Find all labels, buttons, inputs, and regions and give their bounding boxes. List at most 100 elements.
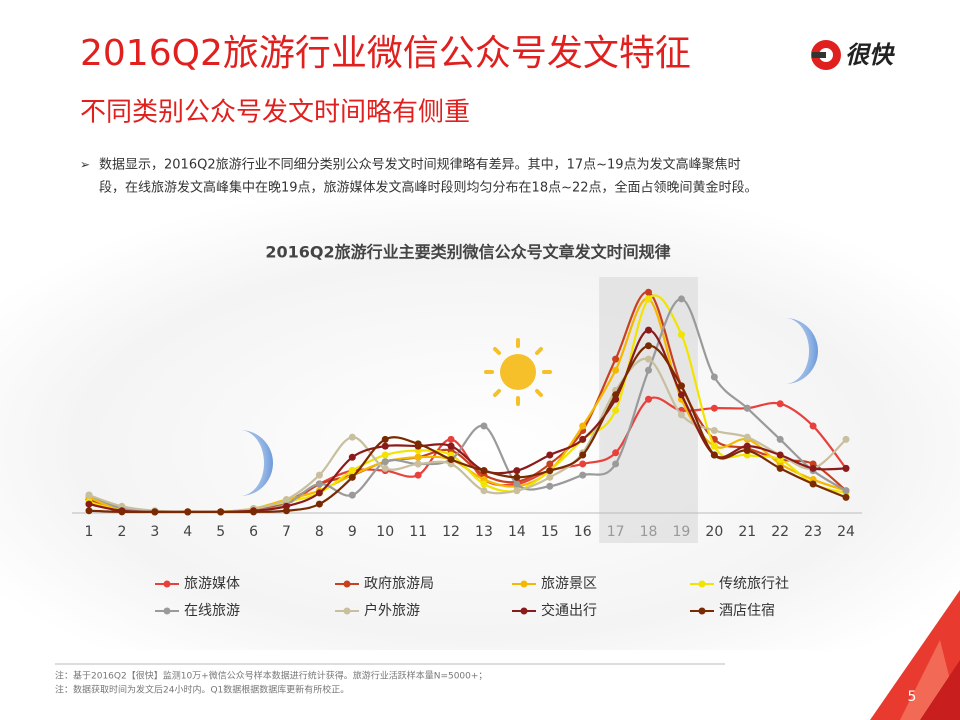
data-point	[414, 440, 422, 448]
data-point	[776, 451, 784, 459]
data-point	[381, 451, 389, 459]
x-tick-label: 11	[409, 524, 427, 540]
x-tick-label: 6	[249, 524, 258, 540]
data-point	[546, 467, 554, 475]
legend-marker	[698, 607, 706, 615]
x-tick-label: 16	[574, 524, 592, 540]
data-point	[348, 491, 356, 499]
data-point	[677, 382, 685, 390]
data-point	[776, 435, 784, 443]
data-point	[612, 355, 620, 363]
x-tick-label: 23	[804, 524, 822, 540]
data-point	[842, 493, 850, 501]
x-tick-label: 18	[640, 524, 658, 540]
x-tick-label: 19	[673, 524, 691, 540]
data-point	[513, 480, 521, 488]
data-point	[348, 467, 356, 475]
data-point	[85, 507, 93, 515]
data-point	[710, 426, 718, 434]
moon-icon	[240, 430, 273, 496]
x-tick-label: 10	[376, 524, 394, 540]
x-tick-label: 21	[738, 524, 756, 540]
data-point	[743, 447, 751, 455]
page-number: 5	[908, 689, 917, 705]
x-tick-label: 17	[607, 524, 625, 540]
data-point	[217, 508, 225, 516]
data-point	[677, 295, 685, 303]
data-point	[710, 373, 718, 381]
data-point	[710, 451, 718, 459]
x-tick-label: 2	[117, 524, 126, 540]
data-point	[315, 489, 323, 497]
data-point	[250, 508, 258, 516]
data-point	[480, 480, 488, 488]
data-point	[381, 464, 389, 472]
x-tick-label: 9	[348, 524, 357, 540]
note: 注：基于2016Q2【很快】监测10万+微信公众号样本数据进行统计获得。旅游行业…	[55, 670, 487, 682]
data-point	[348, 473, 356, 481]
legend-label: 交通出行	[541, 602, 597, 619]
data-point	[414, 460, 422, 468]
legend-marker	[163, 580, 171, 588]
data-point	[710, 442, 718, 450]
legend-label: 旅游媒体	[184, 576, 240, 592]
data-point	[579, 451, 587, 459]
x-tick-label: 12	[442, 524, 460, 540]
data-point	[579, 422, 587, 430]
legend-label: 酒店住宿	[719, 602, 775, 619]
data-point	[612, 391, 620, 399]
data-point	[381, 458, 389, 466]
data-point	[612, 460, 620, 468]
data-point	[513, 467, 521, 475]
summary-line: 段，在线旅游发文高峰集中在晚19点，旅游媒体发文高峰时段则均匀分布在18点~22…	[99, 180, 758, 196]
data-point	[118, 508, 126, 516]
data-point	[480, 422, 488, 430]
data-point	[842, 487, 850, 495]
x-tick-label: 7	[282, 524, 291, 540]
data-point	[677, 411, 685, 419]
data-point	[315, 500, 323, 508]
x-tick-label: 1	[85, 524, 94, 540]
data-point	[184, 508, 192, 516]
data-point	[809, 464, 817, 472]
legend-marker	[343, 607, 351, 615]
data-point	[645, 355, 653, 363]
data-point	[447, 442, 455, 450]
moon-icon	[785, 318, 818, 384]
data-point	[645, 326, 653, 334]
data-point	[645, 342, 653, 350]
data-point	[513, 473, 521, 481]
subtitle: 不同类别公众号发文时间略有侧重	[80, 98, 470, 128]
summary-line: 数据显示，2016Q2旅游行业不同细分类别公众号发文时间规律略有差异。其中，17…	[99, 157, 741, 173]
data-point	[645, 366, 653, 374]
data-point	[348, 433, 356, 441]
x-tick-label: 15	[541, 524, 559, 540]
x-tick-label: 20	[705, 524, 723, 540]
data-point	[645, 288, 653, 296]
data-point	[447, 435, 455, 443]
data-point	[447, 455, 455, 463]
legend-marker	[343, 580, 351, 588]
legend-marker	[520, 580, 528, 588]
legend-label: 传统旅行社	[719, 576, 789, 592]
legend-label: 政府旅游局	[364, 576, 434, 592]
data-point	[612, 406, 620, 414]
x-tick-label: 5	[216, 524, 225, 540]
data-point	[546, 473, 554, 481]
data-point	[546, 451, 554, 459]
data-point	[743, 433, 751, 441]
data-point	[842, 464, 850, 472]
data-point	[677, 331, 685, 339]
legend-label: 旅游景区	[541, 576, 597, 592]
data-point	[282, 496, 290, 504]
x-tick-label: 22	[771, 524, 789, 540]
data-point	[315, 480, 323, 488]
data-point	[645, 295, 653, 303]
corner-decoration	[870, 590, 960, 720]
x-tick-label: 8	[315, 524, 324, 540]
data-point	[348, 453, 356, 461]
legend-marker	[520, 607, 528, 615]
data-point	[710, 404, 718, 412]
